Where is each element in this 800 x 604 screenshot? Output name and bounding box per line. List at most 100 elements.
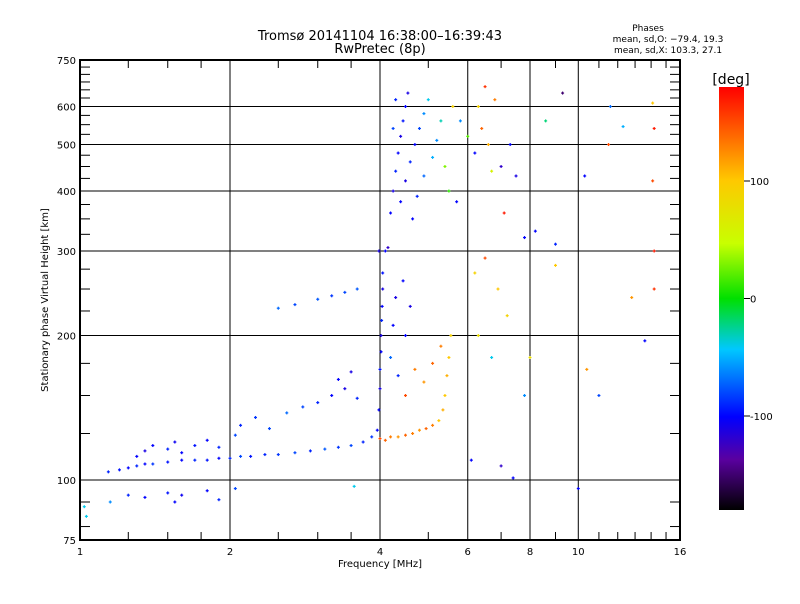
data-point xyxy=(422,380,426,384)
data-point xyxy=(330,294,334,298)
data-point xyxy=(553,263,557,267)
data-point xyxy=(143,449,147,453)
data-point xyxy=(217,498,221,502)
data-point xyxy=(166,447,170,451)
data-point xyxy=(379,334,383,338)
data-point xyxy=(399,134,403,138)
data-point xyxy=(576,487,580,491)
data-point xyxy=(403,394,407,398)
data-point xyxy=(308,449,312,453)
data-point xyxy=(180,451,184,455)
data-point xyxy=(502,211,506,215)
data-point xyxy=(391,126,395,130)
data-point xyxy=(205,438,209,442)
data-point xyxy=(583,174,587,178)
x-tick-label: 4 xyxy=(377,547,383,558)
x-tick-label: 1 xyxy=(77,547,83,558)
data-point xyxy=(352,484,356,488)
data-point xyxy=(143,495,147,499)
colorbar-tick-label: 100 xyxy=(750,177,769,188)
data-point xyxy=(447,355,451,359)
data-point xyxy=(180,458,184,462)
data-point xyxy=(126,493,130,497)
data-point xyxy=(377,249,381,253)
legend-line-x: mean, sd,X: 103.3, 27.1 xyxy=(614,46,722,56)
plot-frame xyxy=(79,59,681,541)
data-point xyxy=(383,438,387,442)
data-point xyxy=(233,487,237,491)
data-point xyxy=(82,505,86,509)
data-point xyxy=(378,437,382,441)
data-point xyxy=(496,287,500,291)
data-point xyxy=(652,126,656,130)
data-point xyxy=(377,408,381,412)
data-point xyxy=(239,454,243,458)
data-point xyxy=(411,217,415,221)
data-point xyxy=(511,476,515,480)
data-point xyxy=(417,126,421,130)
data-point xyxy=(343,387,347,391)
y-tick-label: 300 xyxy=(57,247,76,258)
x-tick-label: 16 xyxy=(674,547,687,558)
data-point xyxy=(439,119,443,123)
data-point xyxy=(378,387,382,391)
data-point xyxy=(399,200,403,204)
data-point xyxy=(473,271,477,275)
data-point xyxy=(431,155,435,159)
y-tick-label: 500 xyxy=(57,141,76,152)
data-point xyxy=(336,377,340,381)
data-point xyxy=(499,464,503,468)
data-point xyxy=(381,271,385,275)
data-point xyxy=(396,151,400,155)
data-point xyxy=(544,119,548,123)
legend-line-o: mean, sd,O: −79.4, 19.3 xyxy=(613,35,724,45)
data-point xyxy=(349,370,353,374)
colorbar-tick-label: 0 xyxy=(750,295,756,306)
data-point xyxy=(355,396,359,400)
colorbar xyxy=(719,87,744,510)
data-point xyxy=(126,466,130,470)
data-point xyxy=(443,164,447,168)
data-point xyxy=(349,444,353,448)
axes: 75 100 200 300 400 500 600 750 1 2 4 6 8 10 16 xyxy=(57,56,686,558)
data-point xyxy=(523,236,527,240)
data-point xyxy=(445,374,449,378)
x-tick-label: 2 xyxy=(227,547,233,558)
data-point xyxy=(343,290,347,294)
data-point xyxy=(391,189,395,193)
y-tick-label: 400 xyxy=(57,187,76,198)
data-point xyxy=(276,453,280,457)
data-point xyxy=(473,151,477,155)
data-point xyxy=(389,355,393,359)
data-point xyxy=(166,460,170,464)
data-point xyxy=(597,394,601,398)
data-point xyxy=(108,500,112,504)
data-point xyxy=(561,91,565,95)
data-point xyxy=(553,242,557,246)
data-point xyxy=(249,454,253,458)
data-point xyxy=(389,435,393,439)
data-point xyxy=(401,279,405,283)
data-point xyxy=(205,458,209,462)
x-tick-label: 10 xyxy=(572,547,585,558)
data-point xyxy=(293,451,297,455)
data-point xyxy=(499,164,503,168)
y-tick-label: 750 xyxy=(57,56,76,67)
colorbar-tick-label: -100 xyxy=(750,412,773,423)
data-point xyxy=(417,428,421,432)
data-point xyxy=(426,98,430,102)
data-point xyxy=(403,105,407,109)
data-point xyxy=(652,287,656,291)
data-point xyxy=(514,174,518,178)
data-point xyxy=(378,367,382,371)
data-point xyxy=(361,440,365,444)
data-point xyxy=(424,427,428,431)
data-point xyxy=(528,355,532,359)
x-axis-label: Frequency [MHz] xyxy=(338,559,422,570)
data-point xyxy=(451,105,455,109)
data-point xyxy=(403,179,407,183)
data-point xyxy=(217,456,221,460)
data-point xyxy=(643,339,647,343)
data-point xyxy=(323,447,327,451)
